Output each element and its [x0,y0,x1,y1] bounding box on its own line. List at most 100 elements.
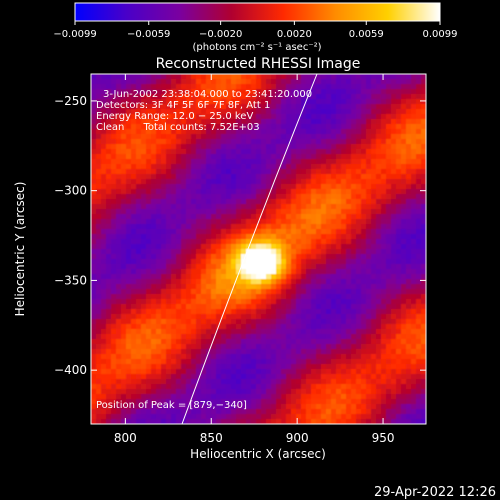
heatmap-cell [296,379,302,385]
heatmap-cell [156,344,162,350]
heatmap-cell [161,239,167,245]
heatmap-cell [376,199,382,205]
heatmap-cell [281,119,287,125]
heatmap-cell [356,329,362,335]
heatmap-cell [336,109,342,115]
heatmap-cell [421,279,426,285]
heatmap-cell [146,109,152,115]
heatmap-cell [296,284,302,290]
heatmap-cell [341,249,347,255]
heatmap-cell [371,249,377,255]
heatmap-cell [231,319,237,325]
heatmap-cell [136,99,142,105]
heatmap-cell [166,364,172,370]
heatmap-cell [391,179,397,185]
heatmap-cell [301,264,307,270]
heatmap-cell [106,294,112,300]
heatmap-cell [336,214,342,220]
heatmap-cell [191,289,197,295]
heatmap-cell [386,154,392,160]
heatmap-cell [206,339,212,345]
heatmap-cell [316,304,322,310]
heatmap-cell [146,339,152,345]
heatmap-cell [241,399,247,405]
heatmap-cell [171,94,177,100]
heatmap-cell [281,94,287,100]
heatmap-cell [106,219,112,225]
heatmap-cell [106,134,112,140]
heatmap-cell [146,239,152,245]
heatmap-cell [226,219,232,225]
heatmap-cell [121,284,127,290]
heatmap-cell [181,179,187,185]
heatmap-cell [221,289,227,295]
heatmap-cell [306,334,312,340]
heatmap-cell [116,289,122,295]
heatmap-cell [421,339,426,345]
heatmap-cell [146,274,152,280]
heatmap-cell [286,264,292,270]
heatmap-cell [96,154,102,160]
heatmap-cell [321,179,327,185]
heatmap-cell [391,274,397,280]
heatmap-cell [266,209,272,215]
heatmap-cell [356,339,362,345]
heatmap-cell [286,254,292,260]
heatmap-cell [341,179,347,185]
heatmap-cell [171,79,177,85]
heatmap-cell [286,284,292,290]
heatmap-cell [311,324,317,330]
heatmap-cell [316,314,322,320]
heatmap-cell [201,399,207,405]
heatmap-cell [296,174,302,180]
heatmap-cell [96,179,102,185]
heatmap-cell [296,389,302,395]
heatmap-cell [216,199,222,205]
heatmap-cell [186,249,192,255]
heatmap-cell [236,99,242,105]
heatmap-cell [106,394,112,400]
heatmap-cell [411,299,417,305]
heatmap-cell [376,214,382,220]
heatmap-cell [196,259,202,265]
heatmap-cell [321,304,327,310]
heatmap-cell [386,174,392,180]
heatmap-cell [166,204,172,210]
heatmap-cell [211,139,217,145]
heatmap-cell [211,244,217,250]
heatmap-cell [391,109,397,115]
heatmap-cell [411,389,417,395]
heatmap-cell [266,154,272,160]
heatmap-cell [271,334,277,340]
heatmap-cell [266,414,272,420]
heatmap-cell [396,79,402,85]
heatmap-cell [296,409,302,415]
heatmap-cell [301,124,307,130]
heatmap-cell [206,99,212,105]
heatmap-cell [391,334,397,340]
heatmap-cell [261,219,267,225]
heatmap-cell [181,94,187,100]
heatmap-cell [351,139,357,145]
heatmap-cell [201,144,207,150]
heatmap-cell [121,249,127,255]
heatmap-cell [406,74,412,80]
heatmap-cell [136,209,142,215]
heatmap-cell [176,399,182,405]
heatmap-cell [126,254,132,260]
heatmap-cell [246,414,252,420]
heatmap-cell [311,199,317,205]
heatmap-cell [201,109,207,115]
heatmap-cell [416,154,422,160]
heatmap-cell [246,384,252,390]
heatmap-cell [251,89,257,95]
heatmap-cell [311,204,317,210]
heatmap-cell [281,234,287,240]
heatmap-cell [131,349,137,355]
heatmap-cell [211,229,217,235]
heatmap-cell [291,224,297,230]
heatmap-cell [196,419,202,424]
heatmap-cell [146,184,152,190]
heatmap-cell [131,409,137,415]
heatmap-cell [106,274,112,280]
